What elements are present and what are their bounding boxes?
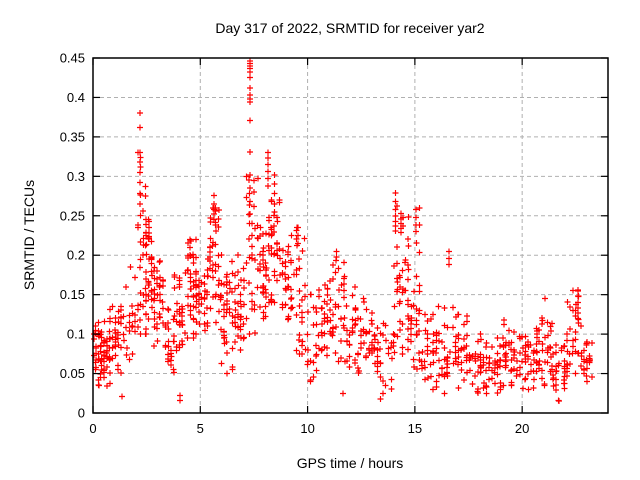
- x-tick-label: 0: [89, 421, 96, 436]
- y-tick-label: 0.15: [60, 287, 85, 302]
- y-tick-label: 0.4: [67, 90, 85, 105]
- x-tick-label: 15: [408, 421, 422, 436]
- y-tick-label: 0: [78, 406, 85, 421]
- y-tick-label: 0.3: [67, 169, 85, 184]
- x-axis-label: GPS time / hours: [297, 455, 404, 471]
- y-tick-label: 0.25: [60, 208, 85, 223]
- data-point-markers: [91, 58, 595, 404]
- x-tick-label: 20: [515, 421, 529, 436]
- scatter-points: [91, 58, 595, 404]
- y-tick-label: 0.05: [60, 366, 85, 381]
- tick-labels: 0 5 10 15 20 0 0.05 0.1 0.15 0.2 0.25 0.3 0.35 0.4 0.4…: [60, 51, 530, 437]
- y-tick-label: 0.45: [60, 51, 85, 66]
- y-tick-label: 0.35: [60, 129, 85, 144]
- x-tick-label: 10: [300, 421, 314, 436]
- y-tick-label: 0.1: [67, 327, 85, 342]
- plot-border: [92, 57, 609, 414]
- x-tick-label: 5: [197, 421, 204, 436]
- chart-title: Day 317 of 2022, SRMTID for receiver yar…: [215, 20, 484, 36]
- y-axis-label: SRMTID / TECUs: [21, 180, 37, 290]
- y-tick-label: 0.2: [67, 248, 85, 263]
